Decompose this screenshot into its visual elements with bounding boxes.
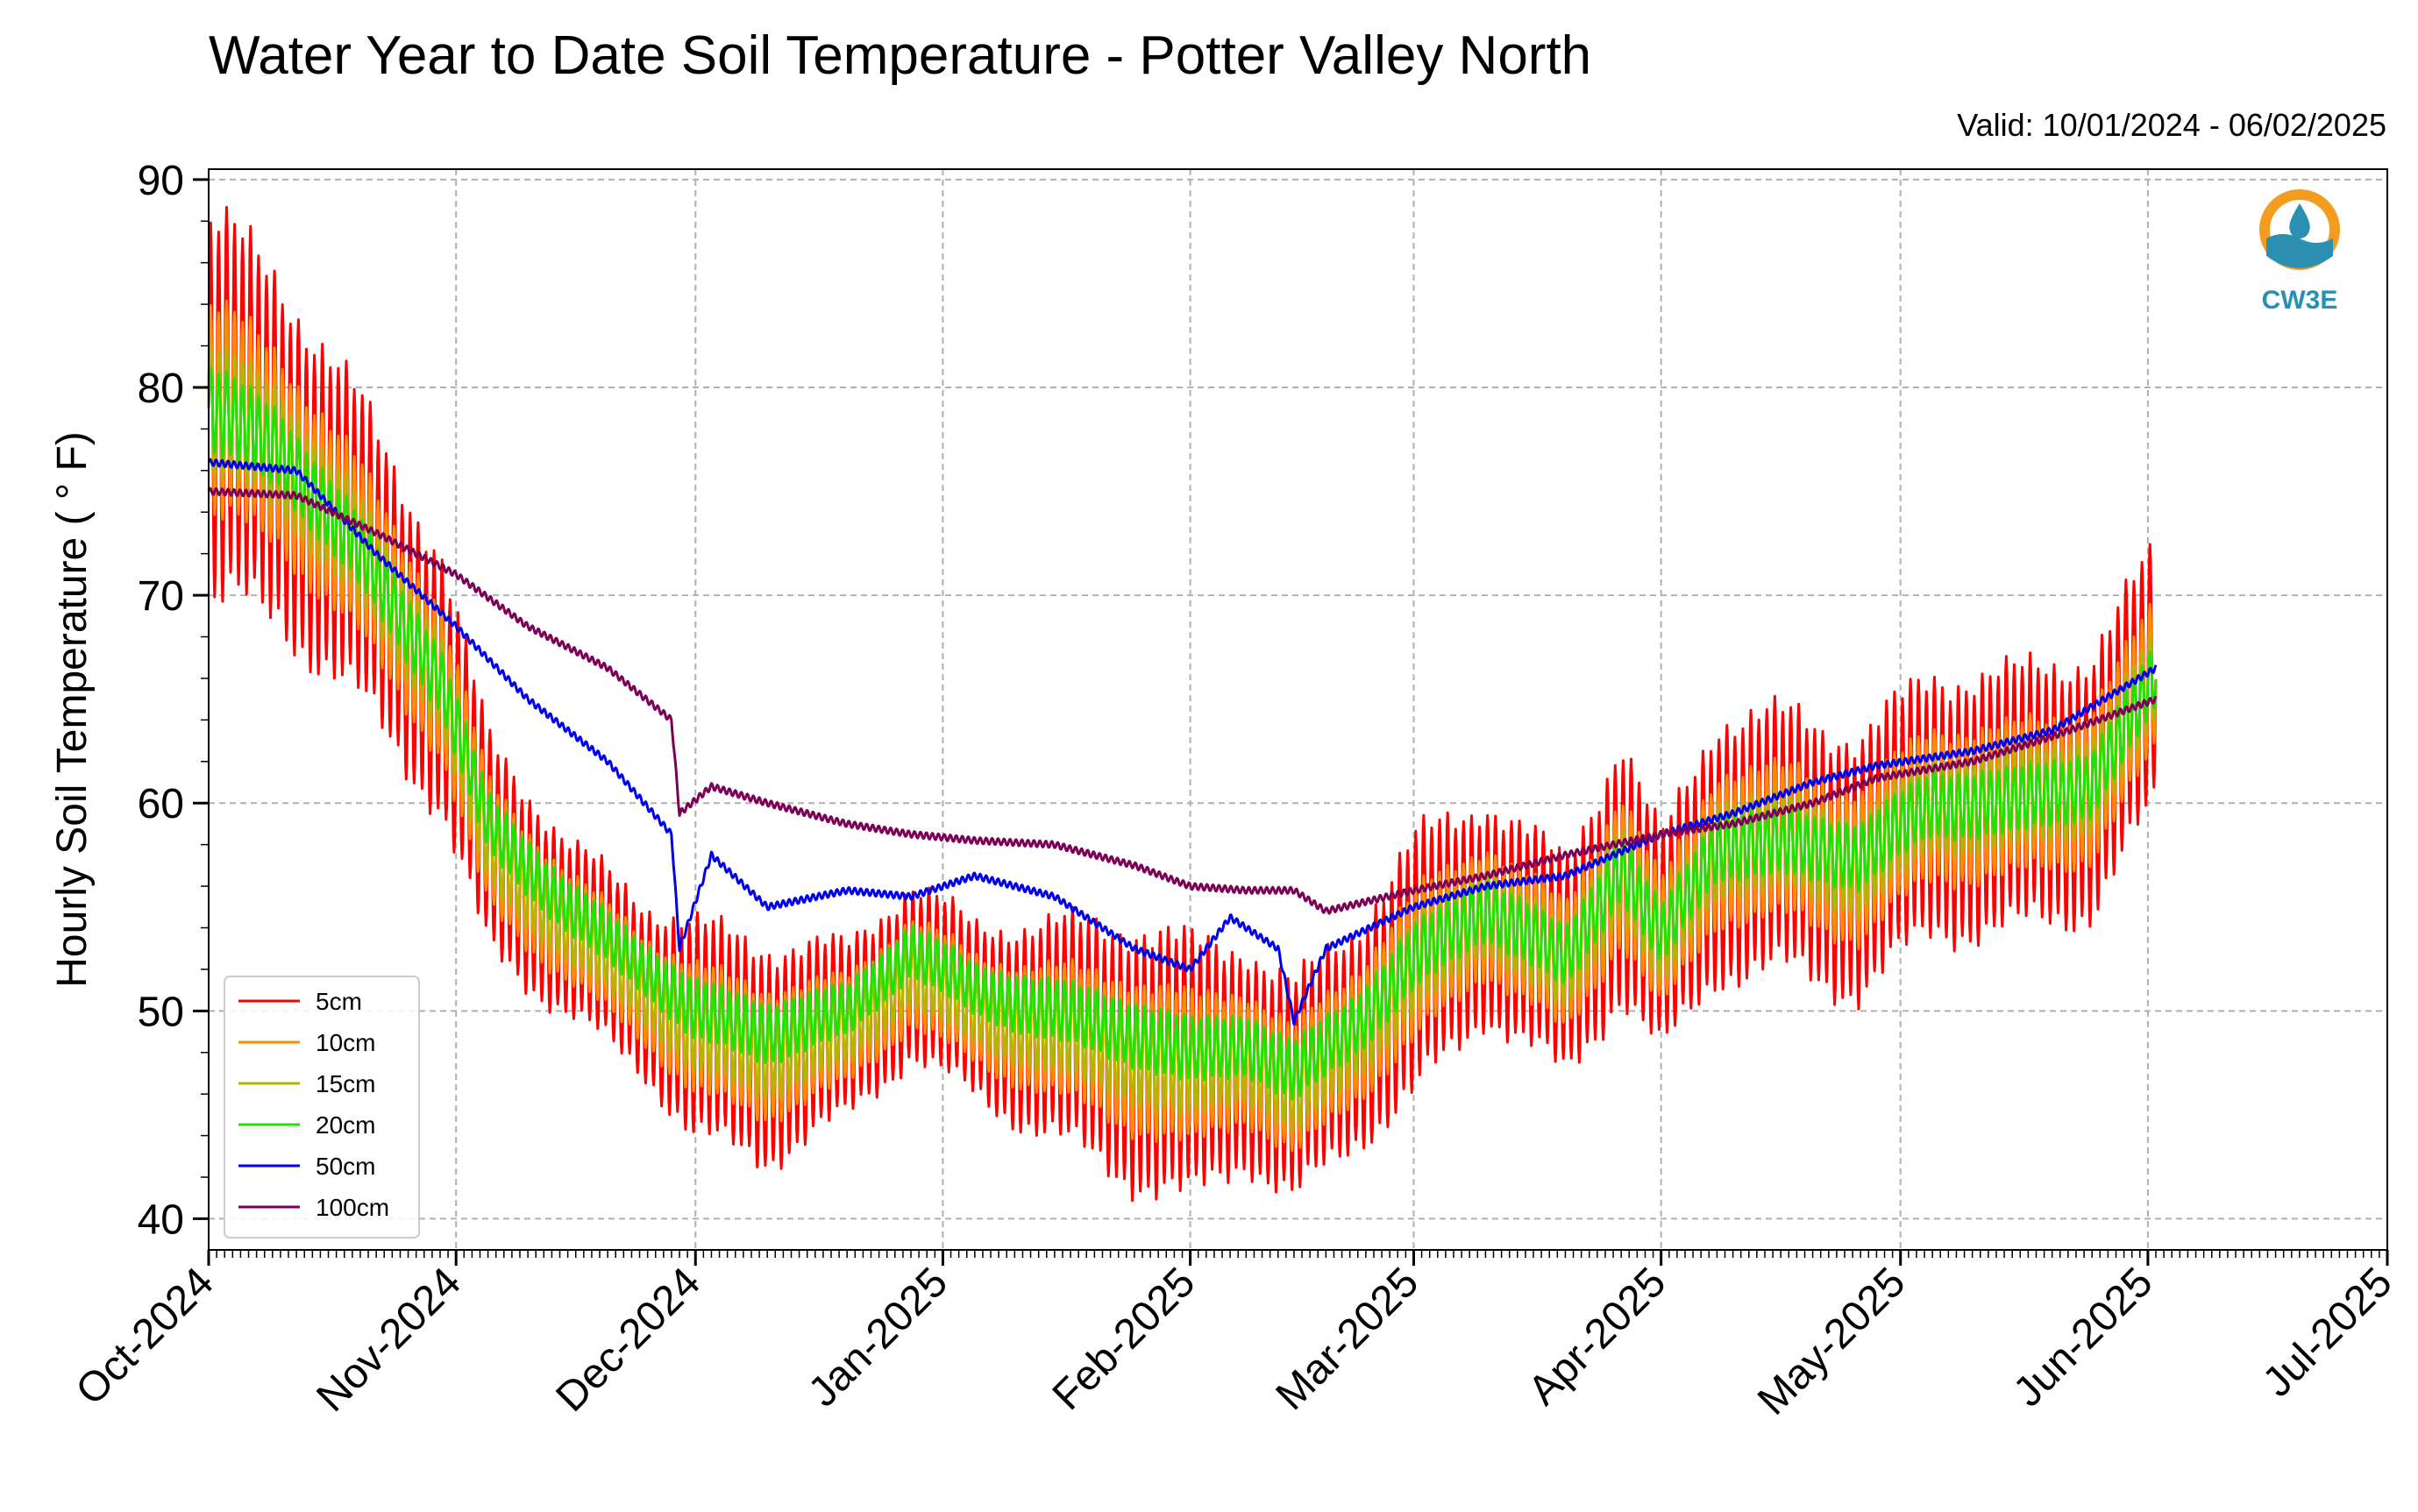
x-tick-label: Nov-2024 bbox=[308, 1259, 470, 1421]
x-tick-label: Jun-2025 bbox=[2005, 1259, 2162, 1416]
legend-label-5cm: 5cm bbox=[316, 988, 362, 1015]
legend: 5cm 10cm 15cm 20cm 50cm 100cm bbox=[224, 976, 420, 1239]
x-tick-label: Dec-2024 bbox=[547, 1259, 709, 1421]
y-tick-label: 60 bbox=[138, 781, 184, 827]
y-axis-label: Hourly Soil Temperature ( ° F) bbox=[49, 431, 96, 988]
y-tick-label: 40 bbox=[138, 1196, 184, 1243]
x-tick-label: Oct-2024 bbox=[68, 1259, 223, 1414]
series-line-50cm bbox=[207, 458, 2158, 1026]
x-tick-label: May-2025 bbox=[1749, 1259, 1914, 1423]
x-tick-label: Jan-2025 bbox=[800, 1259, 957, 1416]
chart-title: Water Year to Date Soil Temperature - Po… bbox=[209, 25, 1592, 86]
series-line-100cm bbox=[207, 486, 2158, 915]
y-tick-label: 90 bbox=[138, 158, 184, 204]
x-tick-label: Mar-2025 bbox=[1268, 1259, 1428, 1419]
legend-label-15cm: 15cm bbox=[316, 1070, 375, 1097]
x-tick-label: Jul-2025 bbox=[2254, 1259, 2401, 1406]
x-tick-label: Apr-2025 bbox=[1519, 1259, 1675, 1414]
series-lines bbox=[207, 206, 2158, 1203]
series-line-20cm bbox=[207, 366, 2158, 1101]
cw3e-logo: CW3E bbox=[2259, 189, 2340, 315]
x-tick-label: Feb-2025 bbox=[1044, 1259, 1205, 1419]
cw3e-logo-drop bbox=[2289, 203, 2310, 238]
plot-frame bbox=[208, 168, 2388, 1251]
y-tick-label: 50 bbox=[138, 989, 184, 1035]
legend-label-100cm: 100cm bbox=[316, 1194, 389, 1221]
legend-label-50cm: 50cm bbox=[316, 1153, 375, 1180]
valid-date-range: Valid: 10/01/2024 - 06/02/2025 bbox=[1957, 107, 2386, 143]
legend-label-10cm: 10cm bbox=[316, 1029, 375, 1056]
legend-label-20cm: 20cm bbox=[316, 1111, 375, 1139]
y-tick-label: 80 bbox=[138, 366, 184, 412]
cw3e-logo-text: CW3E bbox=[2262, 286, 2338, 315]
y-tick-label: 70 bbox=[138, 573, 184, 620]
cw3e-logo-wave bbox=[2266, 234, 2333, 268]
